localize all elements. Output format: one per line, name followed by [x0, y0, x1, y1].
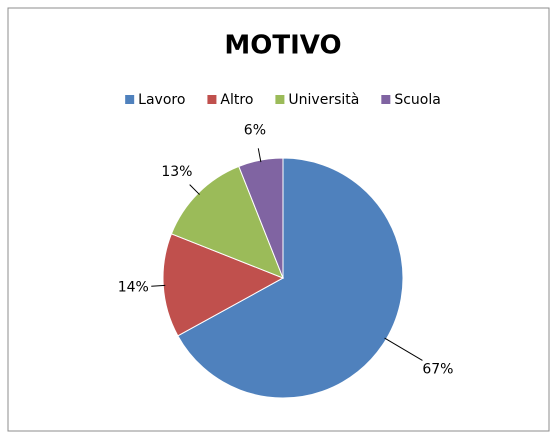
leader-line [384, 337, 423, 361]
legend-swatch [381, 95, 391, 104]
chart-title: MOTIVO [224, 31, 341, 61]
leader-line [189, 184, 200, 195]
legend-swatch [125, 95, 135, 104]
leader-line [151, 284, 166, 287]
data-label: 6% [244, 123, 266, 139]
data-label: 14% [118, 279, 149, 295]
legend-label: Scuola [394, 92, 441, 108]
legend-label: Università [288, 92, 359, 108]
legend-label: Lavoro [138, 92, 185, 108]
legend-swatch [207, 95, 217, 104]
legend-swatch [275, 95, 285, 104]
leader-line [257, 148, 262, 163]
data-label: 13% [161, 164, 192, 180]
data-label: 67% [422, 362, 453, 378]
legend-label: Altro [220, 92, 253, 108]
